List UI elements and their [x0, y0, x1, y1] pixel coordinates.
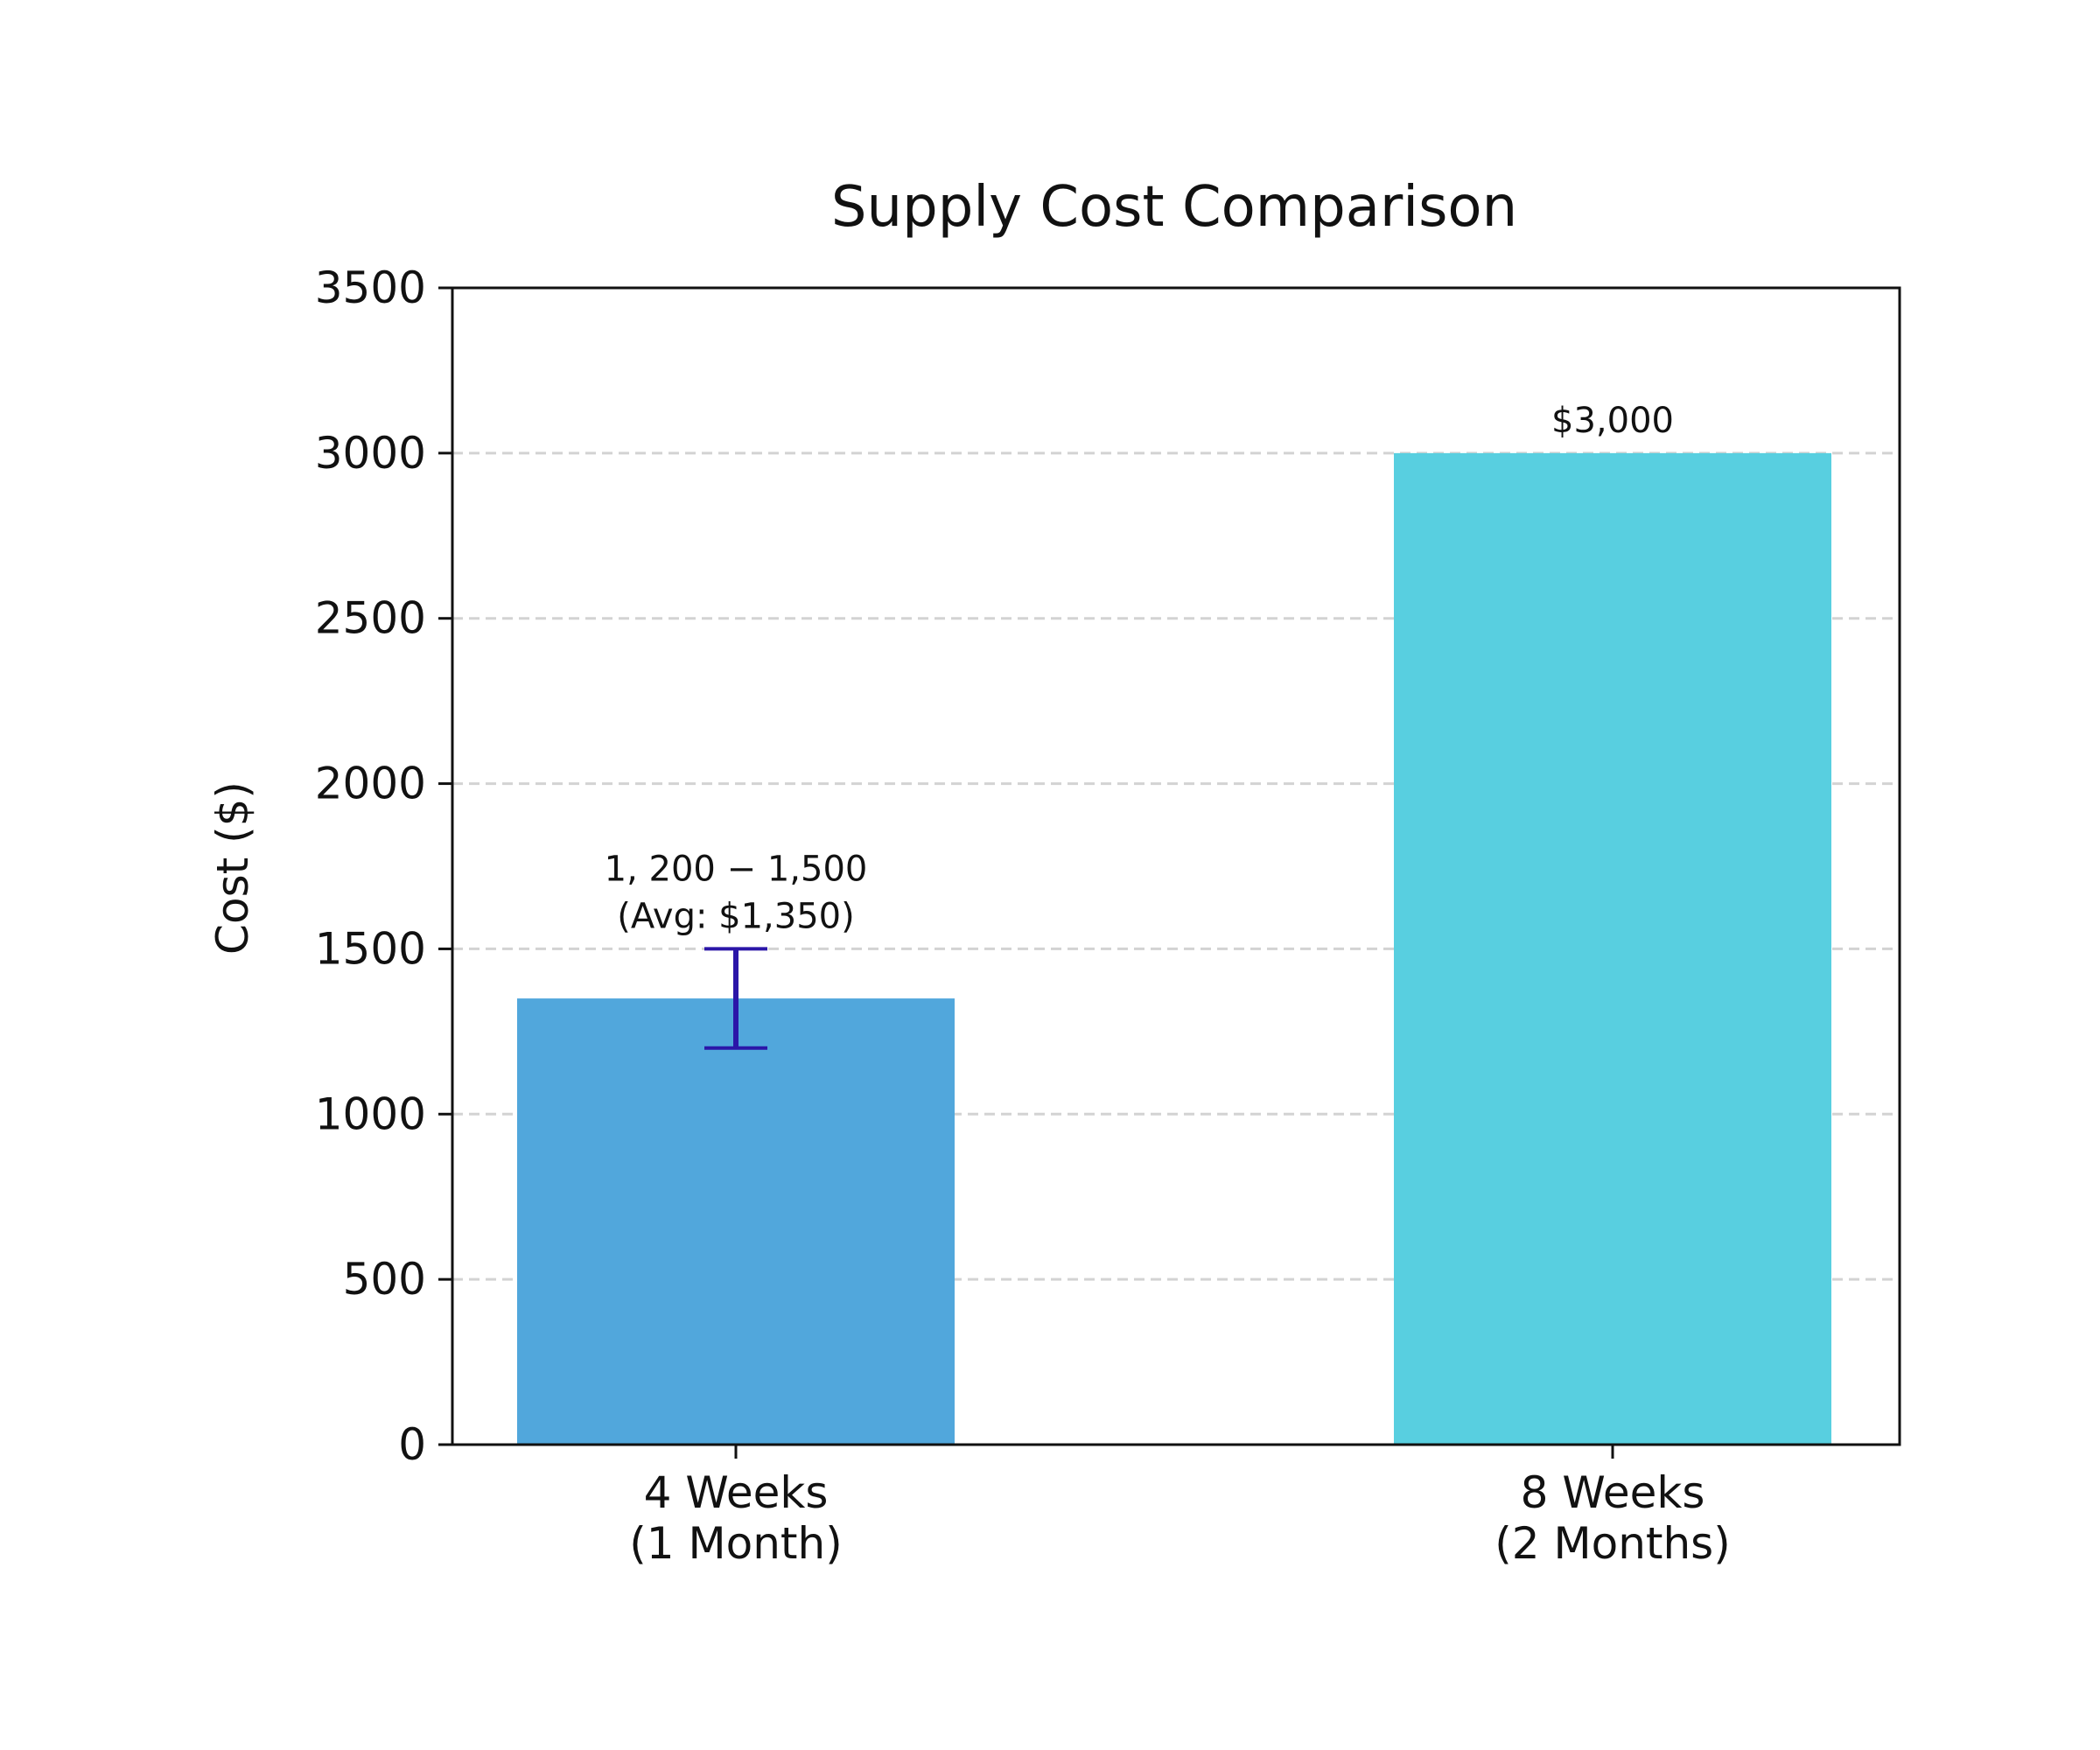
data-label: 1, 200 − 1,500: [605, 849, 868, 889]
data-label: (Avg: $1,350): [617, 896, 854, 936]
data-label: $3,000: [1551, 401, 1674, 441]
x-axis-ticks: 4 Weeks(1 Month) 8 Weeks(2 Months): [629, 1445, 1731, 1569]
bar: [1394, 452, 1831, 1445]
y-tick-label: 3000: [315, 428, 426, 479]
plot-frame: [451, 286, 1901, 1446]
y-tick-label: 3500: [315, 262, 426, 313]
y-tick-label: 1500: [315, 923, 426, 974]
y-tick-label: 2500: [315, 593, 426, 644]
bar: [517, 998, 955, 1445]
x-tick-label: (1 Month): [629, 1518, 842, 1569]
chart-title: Supply Cost Comparison: [831, 175, 1517, 240]
y-axis-label: Cost ($): [207, 781, 258, 955]
y-tick-label: 1000: [315, 1088, 426, 1139]
bars: [517, 452, 1831, 1445]
y-tick-label: 2000: [315, 759, 426, 809]
x-tick-label: 4 Weeks: [644, 1467, 829, 1518]
error-bars: [704, 947, 767, 1050]
y-tick-label: 0: [398, 1419, 426, 1470]
y-axis-ticks: 0 500 1000 1500 2000 2500 3000 3500: [315, 262, 452, 1470]
data-labels: 1, 200 − 1,500 (Avg: $1,350) $3,000: [605, 401, 1674, 937]
x-tick-label: (2 Months): [1494, 1518, 1730, 1569]
y-tick-label: 500: [343, 1254, 426, 1305]
x-tick-label: 8 Weeks: [1521, 1467, 1705, 1518]
